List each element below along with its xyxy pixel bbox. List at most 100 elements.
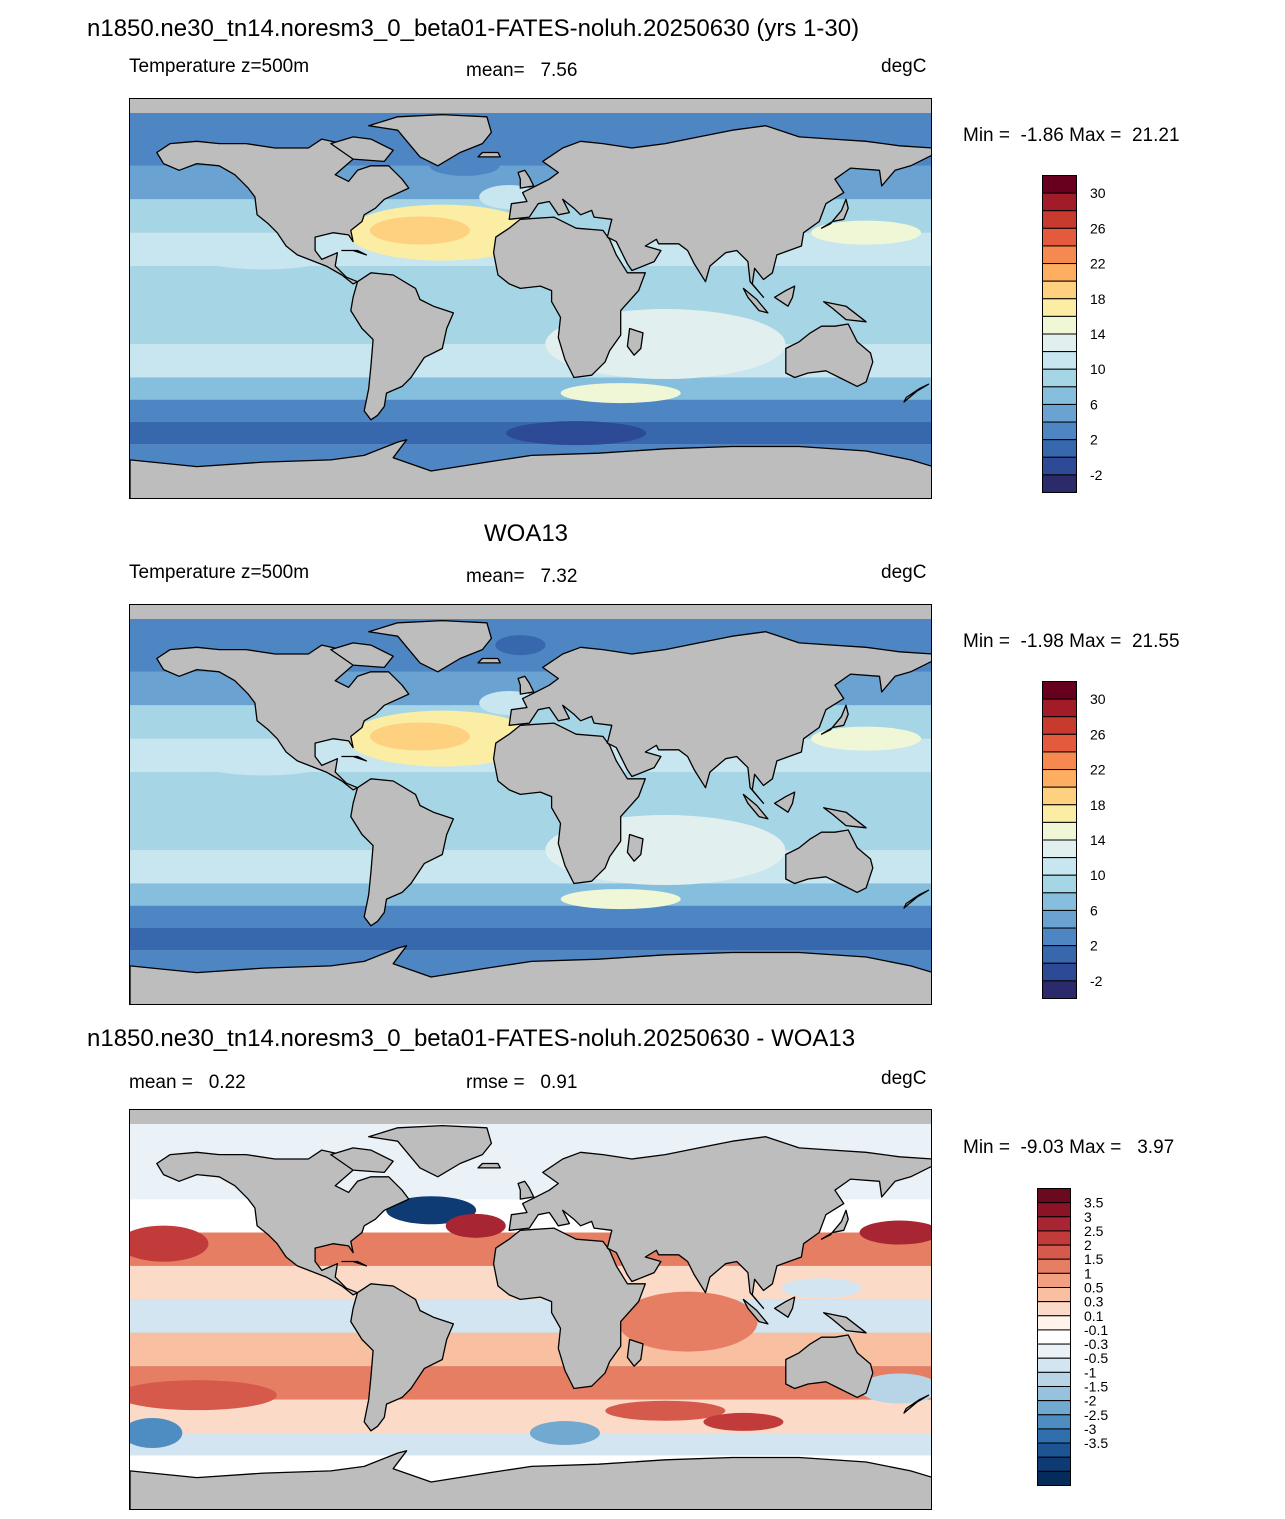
colorbar-swatch [1037,1442,1071,1458]
colorbar-tick-label: 1.5 [1084,1251,1104,1267]
colorbar-swatch [1042,980,1077,999]
panel1-map [129,98,932,499]
colorbar-swatch [1042,386,1077,405]
colorbar-swatch [1037,1470,1071,1487]
colorbar-tick-label: 22 [1090,762,1106,778]
panel2-minmax-label: Min = -1.98 Max = 21.55 [963,631,1180,652]
colorbar-tick-label: -0.3 [1084,1336,1108,1352]
colorbar-swatch [1037,1188,1071,1204]
colorbar-swatch [1042,751,1077,771]
colorbar-tick-label: 2 [1090,938,1098,954]
colorbar-tick-label: 14 [1090,326,1106,342]
colorbar-swatch [1042,227,1077,247]
panel1-units-label: degC [881,56,927,77]
colorbar-swatch [1042,857,1077,876]
panel3-rmse-label: rmse = 0.91 [466,1072,578,1093]
colorbar-tick-label: -1 [1084,1364,1097,1380]
colorbar-swatch [1042,403,1077,423]
colorbar-tick-label: 2 [1090,432,1098,448]
colorbar-swatch [1037,1301,1071,1317]
colorbar-swatch [1042,786,1077,806]
colorbar-tick-label: 22 [1090,256,1106,272]
colorbar-tick-label: 3.5 [1084,1195,1104,1211]
colorbar-swatch [1037,1400,1071,1416]
colorbar-swatch [1037,1414,1071,1430]
colorbar-tick-label: -2 [1084,1393,1097,1409]
colorbar-swatch [1042,962,1077,982]
colorbar-tick-label: -0.1 [1084,1322,1108,1338]
panel3-mean-label: mean = 0.22 [129,1072,246,1093]
colorbar-tick-label: 0.5 [1084,1280,1104,1296]
panel3-minmax-label: Min = -9.03 Max = 3.97 [963,1137,1175,1158]
colorbar-swatch [1042,368,1077,388]
colorbar-tick-label: -3.5 [1084,1435,1108,1451]
panel2-units-label: degC [881,562,927,583]
panel2-mean-label: mean= 7.32 [466,566,578,587]
colorbar-swatch [1037,1216,1071,1232]
colorbar-swatch [1037,1230,1071,1246]
colorbar-tick-label: -0.5 [1084,1350,1108,1366]
colorbar-swatch [1042,945,1077,964]
colorbar-swatch [1037,1456,1071,1472]
panel1-colorbar: 30 26 22 18 14 10 6 2 -2 [1042,175,1152,496]
colorbar-swatch [1037,1272,1071,1288]
panel3-units-label: degC [881,1068,927,1089]
colorbar-tick-label: 2 [1084,1237,1092,1253]
colorbar-swatch [1042,733,1077,753]
colorbar-swatch [1042,456,1077,476]
colorbar-tick-label: 2.5 [1084,1223,1104,1239]
colorbar-swatch [1042,892,1077,911]
colorbar-tick-label: 30 [1090,185,1106,201]
colorbar-tick-label: 26 [1090,726,1106,742]
colorbar-swatch [1042,716,1077,735]
panel2-map [129,604,932,1005]
colorbar-swatch [1042,439,1077,458]
colorbar-swatch [1042,210,1077,229]
panel3-map [129,1109,932,1510]
panel1-left-label: Temperature z=500m [129,56,310,77]
colorbar-swatch [1042,315,1077,335]
colorbar-tick-label: 3 [1084,1209,1092,1225]
colorbar-swatch [1042,804,1077,823]
panel1-mean-label: mean= 7.56 [466,60,578,81]
colorbar-tick-label: 6 [1090,902,1098,918]
colorbar-swatch [1037,1357,1071,1373]
colorbar-swatch [1037,1343,1071,1359]
colorbar-swatch [1042,698,1077,718]
panel3-colorbar: 3.5 3 2.5 2 1.5 1 0.5 0.3 0.1 -0.1 -0.3 -0.5 -1 -1.5-… [1037,1188,1147,1489]
colorbar-swatch [1037,1258,1071,1274]
colorbar-swatch [1037,1287,1071,1303]
colorbar-swatch [1042,927,1077,947]
colorbar-swatch [1037,1428,1071,1444]
panel2-title: WOA13 [484,520,569,547]
colorbar-tick-label: 18 [1090,797,1106,813]
colorbar-swatch [1042,681,1077,700]
colorbar-swatch [1037,1202,1071,1218]
colorbar-swatch [1042,192,1077,212]
colorbar-tick-label: 10 [1090,867,1106,883]
colorbar-swatch [1037,1371,1071,1388]
colorbar-swatch [1042,351,1077,370]
colorbar-tick-label: -1.5 [1084,1379,1108,1395]
panel2-left-label: Temperature z=500m [129,562,310,583]
colorbar-swatch [1042,280,1077,300]
colorbar-swatch [1037,1329,1071,1345]
colorbar-swatch [1042,333,1077,353]
colorbar-tick-label: 30 [1090,691,1106,707]
colorbar-tick-label: 1 [1084,1265,1092,1281]
colorbar-tick-label: 6 [1090,396,1098,412]
colorbar-tick-label: -3 [1084,1421,1097,1437]
panel1-minmax-label: Min = -1.86 Max = 21.21 [963,125,1180,146]
colorbar-swatch [1042,874,1077,894]
panel2-colorbar: 30 26 22 18 14 10 6 2 -2 [1042,681,1152,1002]
colorbar-swatch [1042,821,1077,841]
colorbar-swatch [1042,245,1077,265]
colorbar-swatch [1042,839,1077,859]
panel3-title: n1850.ne30_tn14.noresm3_0_beta01-FATES-n… [87,1025,856,1052]
colorbar-tick-label: 18 [1090,291,1106,307]
colorbar-tick-label: -2 [1090,973,1103,989]
colorbar-swatch [1037,1315,1071,1331]
colorbar-swatch [1042,769,1077,788]
colorbar-tick-label: 14 [1090,832,1106,848]
figure-title: n1850.ne30_tn14.noresm3_0_beta01-FATES-n… [87,15,860,42]
